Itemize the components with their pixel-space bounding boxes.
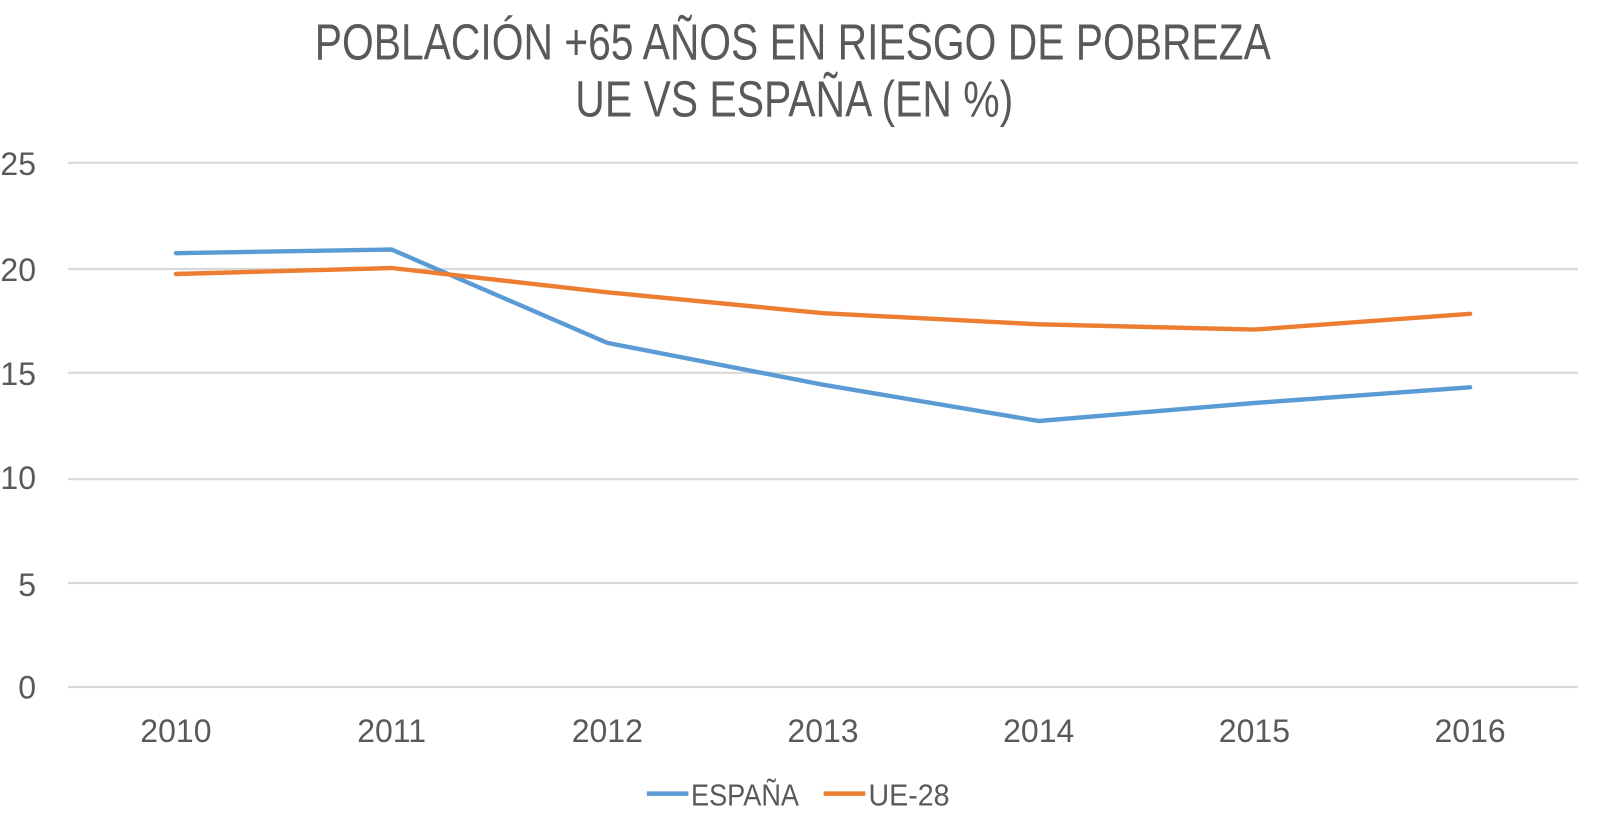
svg-text:UE VS ESPAÑA (EN %): UE VS ESPAÑA (EN %) bbox=[575, 70, 1013, 127]
svg-text:2016: 2016 bbox=[1435, 713, 1506, 749]
svg-text:0: 0 bbox=[18, 669, 36, 705]
svg-text:2011: 2011 bbox=[357, 713, 426, 749]
svg-text:10: 10 bbox=[0, 460, 36, 496]
svg-text:ESPAÑA: ESPAÑA bbox=[691, 777, 799, 812]
svg-text:UE-28: UE-28 bbox=[869, 777, 950, 812]
svg-text:20: 20 bbox=[0, 252, 36, 288]
svg-text:2013: 2013 bbox=[787, 713, 858, 749]
svg-text:POBLACIÓN +65 AÑOS EN RIESGO D: POBLACIÓN +65 AÑOS EN RIESGO DE POBREZA bbox=[315, 13, 1271, 70]
svg-text:2014: 2014 bbox=[1003, 713, 1074, 749]
svg-text:2012: 2012 bbox=[572, 713, 643, 749]
svg-text:2010: 2010 bbox=[140, 713, 211, 749]
svg-text:25: 25 bbox=[0, 146, 36, 182]
svg-text:15: 15 bbox=[0, 356, 36, 392]
svg-text:2015: 2015 bbox=[1219, 713, 1290, 749]
svg-text:5: 5 bbox=[18, 567, 36, 603]
